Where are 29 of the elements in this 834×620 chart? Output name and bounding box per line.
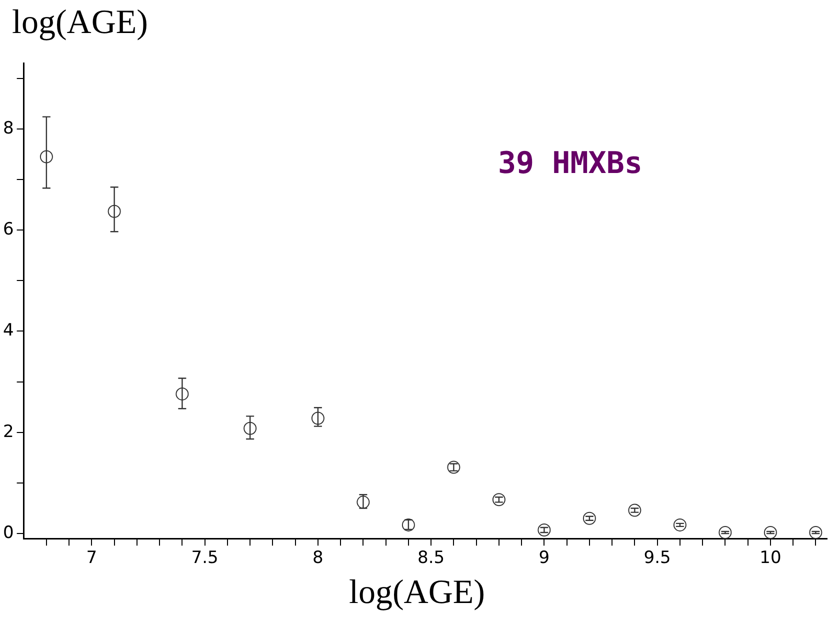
point <box>40 150 53 164</box>
y-tick-label: 6 <box>2 220 14 240</box>
point <box>176 387 189 400</box>
point <box>718 526 732 539</box>
x-axis-title: log(AGE) <box>348 574 486 612</box>
point <box>582 512 596 525</box>
annotation: 39 HMXBs <box>498 146 642 181</box>
point <box>492 493 506 506</box>
point <box>311 412 324 425</box>
y-tick-label: 2 <box>2 422 14 442</box>
x-tick-label: 7.5 <box>191 548 218 568</box>
point <box>673 518 686 532</box>
x-tick-label: 7 <box>86 548 98 568</box>
y-tick-label: 8 <box>2 118 14 138</box>
x-tick-label: 9 <box>538 548 550 568</box>
x-tick-label: 8.5 <box>418 548 445 568</box>
y-axis-title: log(AGE) <box>12 4 148 42</box>
point <box>764 526 777 539</box>
point <box>244 422 257 435</box>
x-tick-label: 9.5 <box>644 548 671 568</box>
point <box>447 460 460 474</box>
point <box>809 526 822 539</box>
point <box>108 204 121 218</box>
point <box>538 524 551 537</box>
y-tick-label: 4 <box>2 320 14 341</box>
x-tick-label: 8 <box>312 548 324 568</box>
point <box>628 504 642 517</box>
y-tick-label: 0 <box>2 522 14 543</box>
x-tick-label: 10 <box>760 548 782 568</box>
